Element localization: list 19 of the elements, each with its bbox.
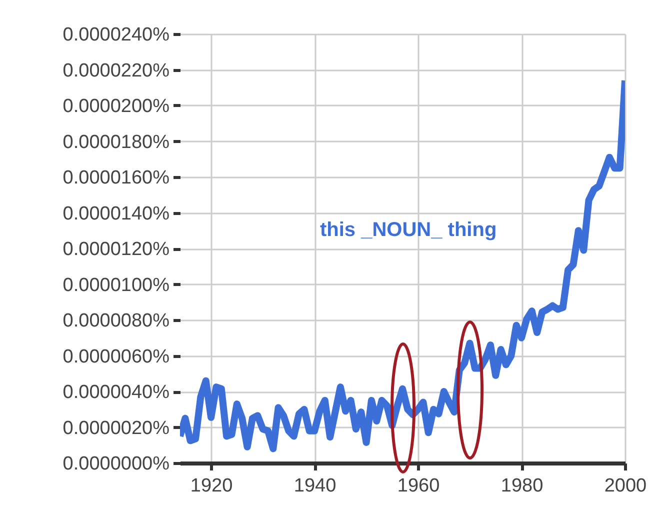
y-tick-label: 0.0000160% — [62, 168, 170, 188]
x-tick-label: 1980 — [500, 476, 544, 496]
y-tick-label: 0.0000220% — [62, 60, 170, 82]
x-tick-label: 1940 — [294, 476, 336, 496]
y-tick-label: 0.0000020% — [62, 418, 170, 439]
y-tick-label: 0.0000000% — [62, 454, 170, 474]
y-tick-label: 0.0000040% — [62, 382, 170, 403]
x-tick-label: 2000 — [604, 476, 647, 496]
x-tick-label: 1920 — [190, 476, 233, 496]
y-tick-label: 0.0000200% — [62, 96, 170, 117]
text: this _NOUN_ thing — [320, 219, 497, 241]
y-tick-label: 0.0000180% — [62, 132, 170, 153]
y-tick-label: 0.0000120% — [62, 239, 170, 260]
y-tick-label: 0.0000060% — [62, 346, 170, 368]
y-tick-label: 0.0000100% — [62, 274, 170, 296]
y-tick-label: 0.0000140% — [62, 203, 170, 224]
y-tick-label: 0.0000240% — [62, 24, 170, 46]
x-tick-label: 1960 — [397, 476, 440, 496]
y-tick-label: 0.0000080% — [62, 310, 170, 332]
